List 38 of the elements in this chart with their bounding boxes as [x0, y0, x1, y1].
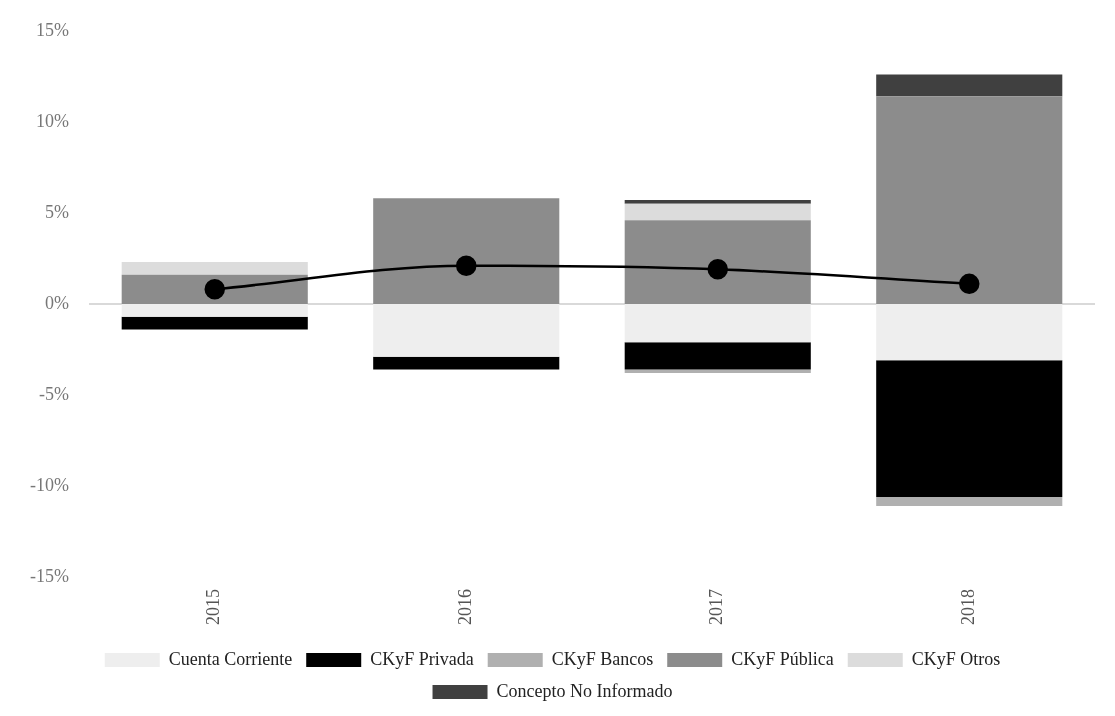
point	[707, 259, 728, 280]
legend-label: CKyF Pública	[731, 648, 834, 669]
y-tick-label: 0%	[44, 292, 69, 313]
x-tick-label: 2018	[957, 589, 978, 625]
legend-label: Concepto No Informado	[496, 680, 673, 701]
legend-label: CKyF Privada	[370, 648, 474, 669]
y-tick-label: 10%	[35, 110, 69, 131]
bar	[624, 203, 811, 221]
bar	[121, 262, 308, 275]
legend-label: CKyF Otros	[911, 648, 1001, 669]
bar	[121, 316, 308, 330]
y-tick-label: -10%	[29, 474, 69, 495]
x-tick-label: 2016	[454, 589, 475, 625]
point	[455, 255, 477, 276]
bar	[624, 220, 811, 304]
x-tick-label: 2017	[706, 589, 727, 625]
bar	[624, 342, 811, 370]
y-tick-label: 5%	[44, 201, 69, 222]
bar	[373, 303, 560, 357]
legend-label: Cuenta Corriente	[168, 648, 293, 669]
point	[204, 279, 225, 300]
bar	[373, 198, 560, 304]
bar	[624, 369, 811, 374]
bar	[624, 200, 811, 204]
legend-label: CKyF Bancos	[551, 648, 654, 669]
bar	[876, 74, 1063, 97]
point	[959, 273, 980, 295]
bar	[121, 303, 308, 317]
bar	[876, 96, 1063, 304]
y-tick-label: -5%	[38, 383, 69, 404]
bar	[876, 496, 1063, 506]
bar	[876, 360, 1063, 497]
y-tick-label: 15%	[35, 19, 69, 40]
x-tick-label: 2015	[203, 589, 224, 625]
bar	[876, 303, 1063, 361]
bar	[373, 356, 560, 370]
bar	[624, 303, 811, 343]
y-tick-label: -15%	[29, 565, 69, 586]
